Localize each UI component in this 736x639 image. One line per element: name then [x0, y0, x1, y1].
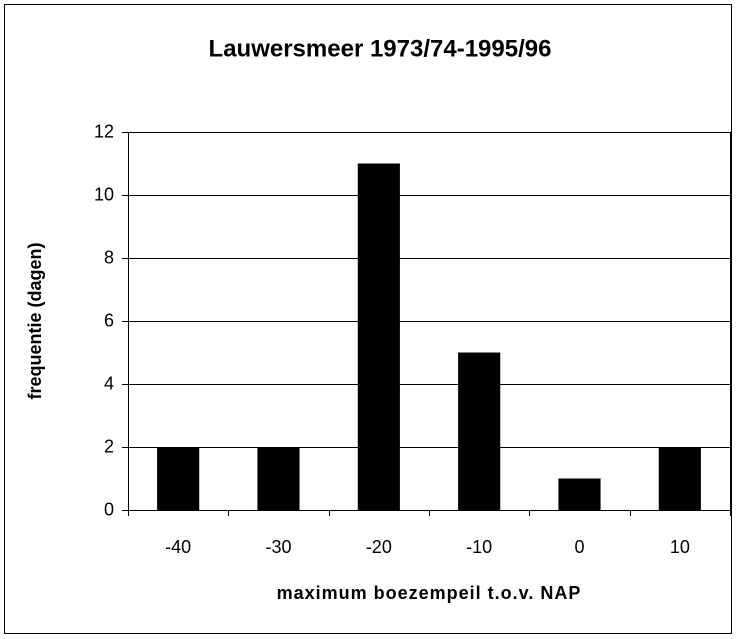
y-tick-label: 8 — [104, 247, 114, 267]
x-axis-label: maximum boezempeil t.o.v. NAP — [277, 583, 582, 603]
x-tick-label: -10 — [466, 537, 492, 557]
y-tick-label: 12 — [94, 121, 114, 141]
bar — [157, 447, 200, 510]
chart-title: Lauwersmeer 1973/74-1995/96 — [209, 35, 552, 62]
bar — [558, 478, 601, 510]
bar — [357, 163, 400, 510]
x-tick-label: 0 — [574, 537, 584, 557]
y-tick-label: 2 — [104, 436, 114, 456]
x-tick-label: -20 — [366, 537, 392, 557]
y-tick-label: 10 — [94, 184, 114, 204]
y-tick-label: 6 — [104, 310, 114, 330]
bar — [458, 352, 501, 510]
x-tick-label: 10 — [670, 537, 690, 557]
bar — [257, 447, 300, 510]
y-tick-label: 0 — [104, 499, 114, 519]
x-tick-label: -40 — [165, 537, 191, 557]
bar — [658, 447, 701, 510]
y-axis-label: frequentie (dagen) — [25, 242, 45, 399]
y-tick-label: 4 — [104, 373, 114, 393]
x-tick-label: -30 — [265, 537, 291, 557]
